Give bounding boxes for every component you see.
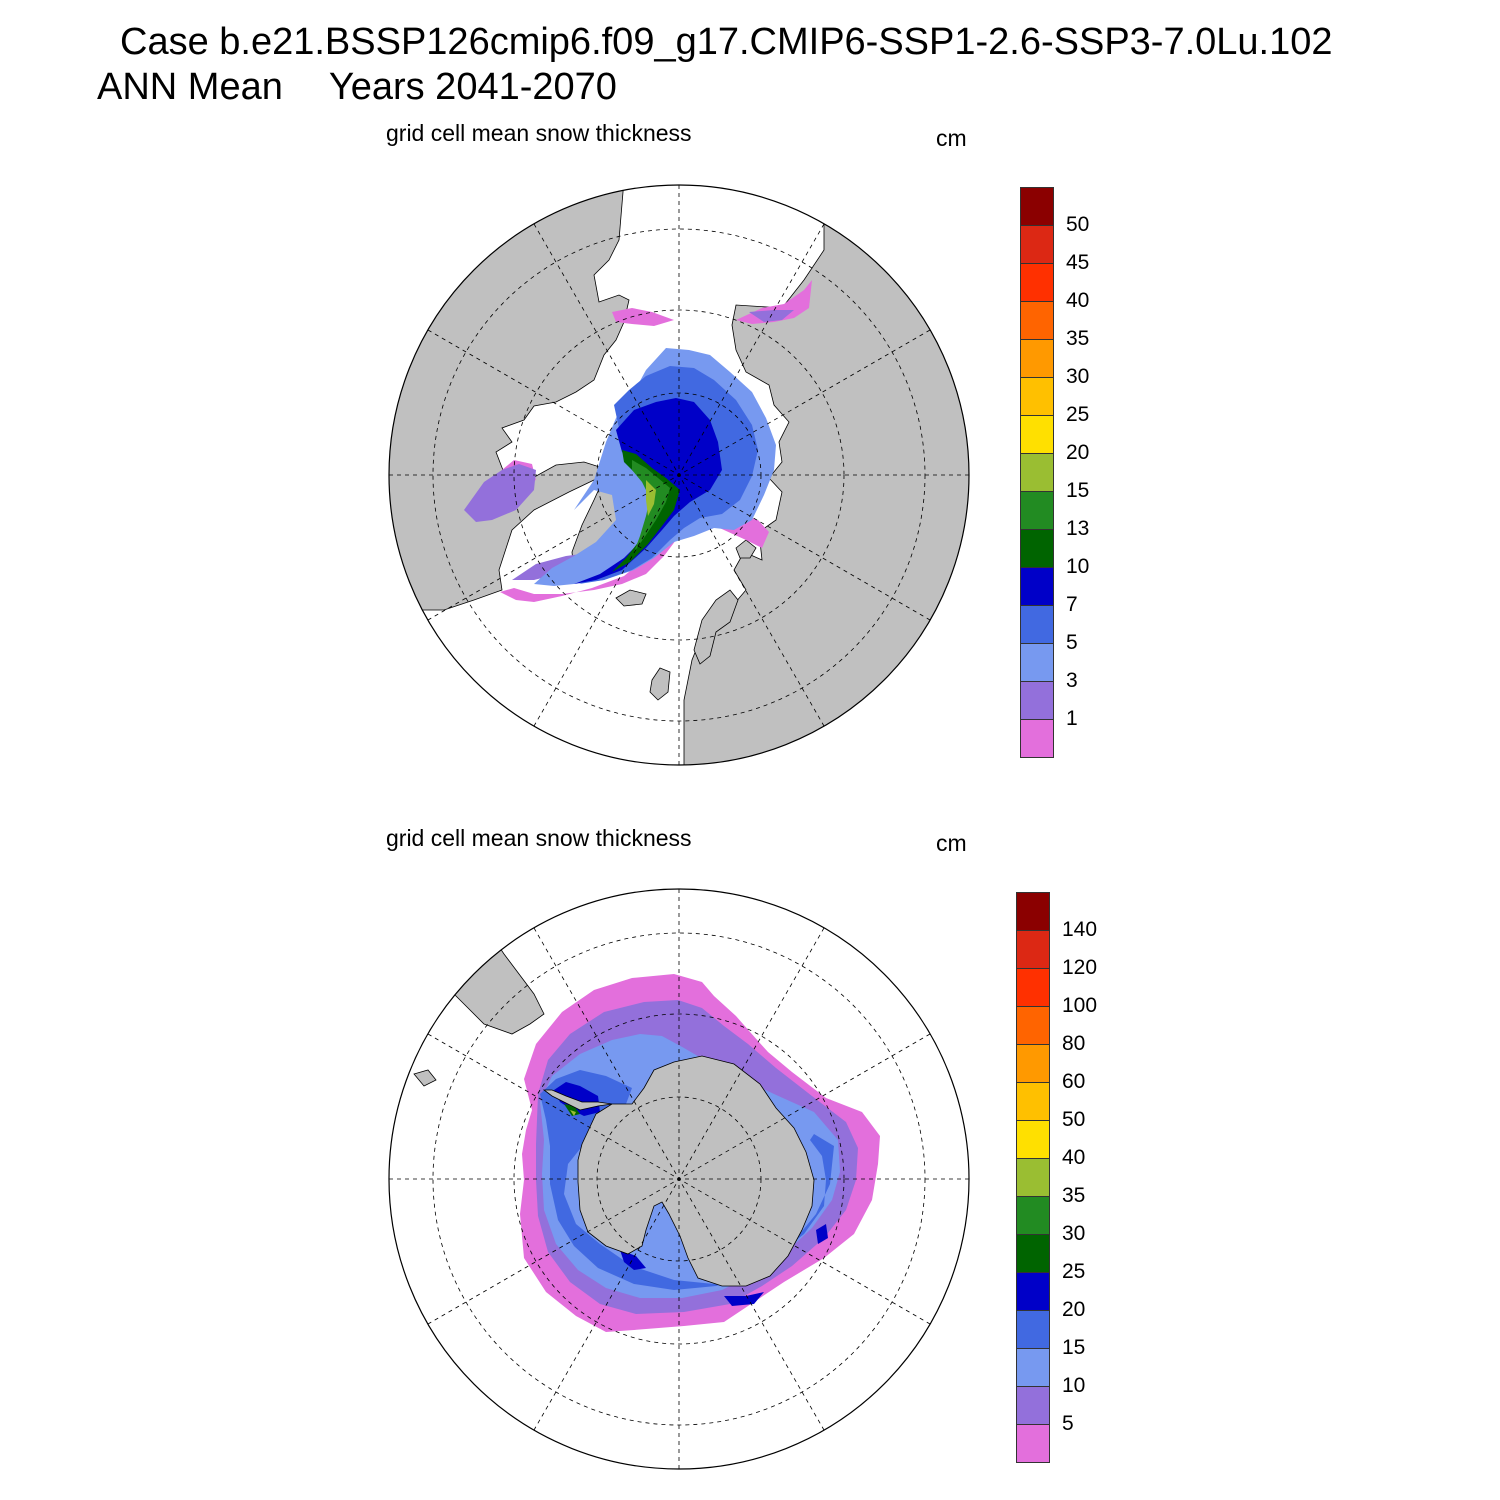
land-uk [649,667,671,701]
snow-band-10-13 [612,450,680,572]
colorbar-tick-label: 30 [1062,1222,1086,1245]
snow-band-0-1 [612,308,674,326]
colorbar-swatch [1020,225,1054,264]
colorbar-swatch [1020,339,1054,378]
colorbar-tick-label: 50 [1066,213,1090,236]
colorbar-swatch [1016,1234,1050,1273]
land-falklands [413,1069,437,1087]
colorbar-swatch [1016,1082,1050,1121]
colorbar-swatch [1020,529,1054,568]
colorbar-tick-label: 15 [1066,479,1090,502]
colorbar-swatch [1016,892,1050,931]
map-border [388,184,970,766]
snow-band-35-40 [570,1110,576,1116]
snow-band-20-25 [620,1250,646,1270]
colorbar-swatch [1020,681,1054,720]
land-antarctica [577,1055,815,1287]
colorbar-tick-label: 7 [1066,593,1078,616]
colorbar-tick-label: 25 [1062,1260,1086,1283]
colorbar-swatch [1016,1006,1050,1045]
snow-band-1-3 [749,310,794,322]
map-border [388,888,970,1470]
colorbar-swatch [1016,1158,1050,1197]
snow-band-15-20 [646,480,656,516]
colorbar-swatch [1016,1348,1050,1387]
colorbar-swatch [1020,605,1054,644]
panel1-units: cm [936,125,967,151]
colorbar-swatch [1016,1196,1050,1235]
land-antarctic-peninsula [542,1089,613,1111]
snow-band-20-25 [724,1292,764,1306]
colorbar-swatch [1020,263,1054,302]
colorbar-tick-label: 40 [1066,289,1090,312]
colorbar-tick-label: 20 [1062,1298,1086,1321]
season-label: ANN Mean [97,66,283,108]
antarctic-polar-map [388,888,970,1470]
colorbar-swatch [1016,1120,1050,1159]
colorbar-swatch [1020,643,1054,682]
colorbar-swatch [1016,968,1050,1007]
snow-band-1-3 [464,464,536,522]
colorbar-tick-label: 5 [1066,631,1078,654]
colorbar-tick-label: 140 [1062,918,1098,941]
colorbar-tick-label: 45 [1066,251,1090,274]
colorbar-swatch [1020,301,1054,340]
colorbar-tick-label: 40 [1062,1146,1086,1169]
colorbar-swatch [1020,187,1054,226]
colorbar-tick-label: 35 [1062,1184,1086,1207]
colorbar-tick-label: 25 [1066,403,1090,426]
panel2-units: cm [936,830,967,856]
panel1-title: grid cell mean snow thickness [386,120,692,146]
land-iceland [615,589,647,607]
colorbar-swatch [1016,930,1050,969]
panel2-title: grid cell mean snow thickness [386,825,692,851]
colorbar-swatch [1020,377,1054,416]
arctic-polar-map [388,184,970,766]
period-title: ANN Mean Years 2041-2070 [97,67,617,107]
colorbar-tick-label: 120 [1062,956,1098,979]
colorbar-tick-label: 3 [1066,669,1078,692]
colorbar-tick-label: 60 [1062,1070,1086,1093]
colorbar-swatch [1016,1386,1050,1425]
snow-band-20-25 [816,1224,828,1244]
colorbar-tick-label: 35 [1066,327,1090,350]
colorbar-tick-label: 50 [1062,1108,1086,1131]
colorbar-swatch [1016,1310,1050,1349]
colorbar-tick-label: 13 [1066,517,1090,540]
case-title: Case b.e21.BSSP126cmip6.f09_g17.CMIP6-SS… [120,21,1333,63]
colorbar-tick-label: 80 [1062,1032,1086,1055]
snow-band-7-10 [574,398,722,584]
colorbar-swatch [1016,1044,1050,1083]
snow-band-25-30 [564,1104,580,1116]
colorbar-tick-label: 15 [1062,1336,1086,1359]
colorbar-swatch [1016,1272,1050,1311]
colorbar-tick-label: 5 [1062,1412,1074,1435]
colorbar-swatch [1016,1424,1050,1463]
colorbar-tick-label: 10 [1062,1374,1086,1397]
colorbar-tick-label: 10 [1066,555,1090,578]
colorbar-tick-label: 1 [1066,707,1078,730]
colorbar-tick-label: 20 [1066,441,1090,464]
colorbar-swatch [1020,719,1054,758]
colorbar-swatch [1020,491,1054,530]
years-label: Years 2041-2070 [328,66,617,108]
colorbar-tick-label: 100 [1062,994,1098,1017]
colorbar-swatch [1020,567,1054,606]
colorbar-swatch [1020,415,1054,454]
colorbar-swatch [1020,453,1054,492]
colorbar-tick-label: 30 [1066,365,1090,388]
land-scandinavia [693,589,739,665]
land-svalbard [735,539,757,559]
